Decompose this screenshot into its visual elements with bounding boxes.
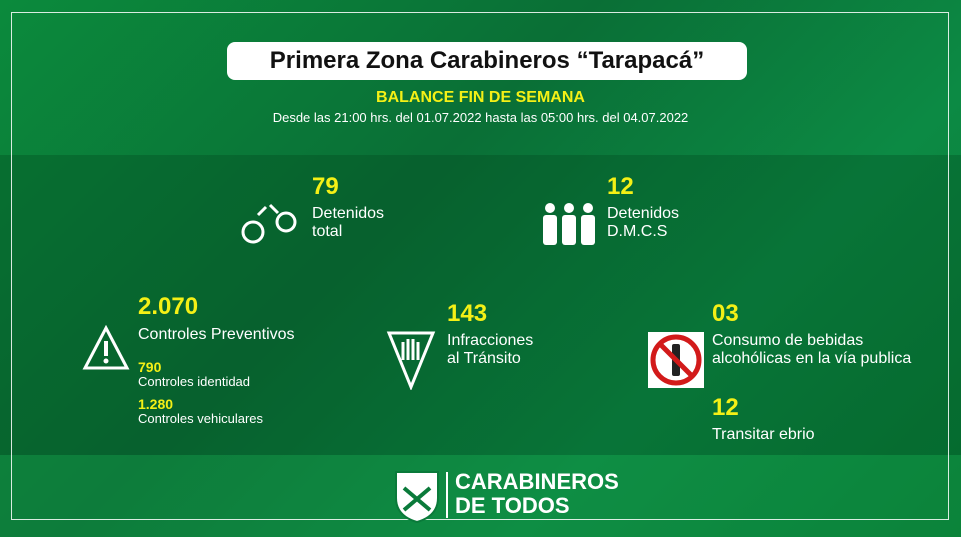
stop-hand-icon <box>386 331 436 390</box>
detenidos-label: Detenidos total <box>312 205 385 240</box>
identidad-label: Controles identidad <box>138 374 251 389</box>
infracciones-label: Infracciones al Tránsito <box>447 332 534 367</box>
handcuffs-icon <box>241 203 297 244</box>
footer-brand: CARABINEROS DE TODOS <box>455 469 619 518</box>
frame <box>11 12 949 520</box>
ebrio-value: 12 <box>712 394 739 421</box>
detenidos-value: 79 <box>312 173 339 200</box>
dmcs-value: 12 <box>607 173 634 200</box>
carabineros-shield-logo <box>395 471 439 524</box>
alcohol-label: Consumo de bebidas alcohólicas en la vía … <box>712 332 912 367</box>
controles-value: 2.070 <box>138 293 199 320</box>
stats-band <box>0 155 961 455</box>
identidad-value: 790 <box>138 359 162 375</box>
footer-divider <box>446 472 448 518</box>
vehiculares-label: Controles vehiculares <box>138 411 264 426</box>
period: Desde las 21:00 hrs. del 01.07.2022 hast… <box>272 110 689 125</box>
no-alcohol-icon <box>648 332 704 388</box>
vehiculares-value: 1.280 <box>138 396 174 412</box>
dmcs-label: Detenidos D.M.C.S <box>607 205 680 240</box>
infracciones-value: 143 <box>447 300 488 327</box>
footer-band <box>0 455 961 537</box>
warning-icon <box>82 325 130 370</box>
subtitle: BALANCE FIN DE SEMANA <box>376 89 585 106</box>
page-title: Primera Zona Carabineros “Tarapacá” <box>227 42 747 80</box>
detainees-icon <box>543 203 595 245</box>
alcohol-value: 03 <box>712 300 739 327</box>
controles-label: Controles Preventivos <box>138 326 295 343</box>
ebrio-label: Transitar ebrio <box>712 426 815 443</box>
